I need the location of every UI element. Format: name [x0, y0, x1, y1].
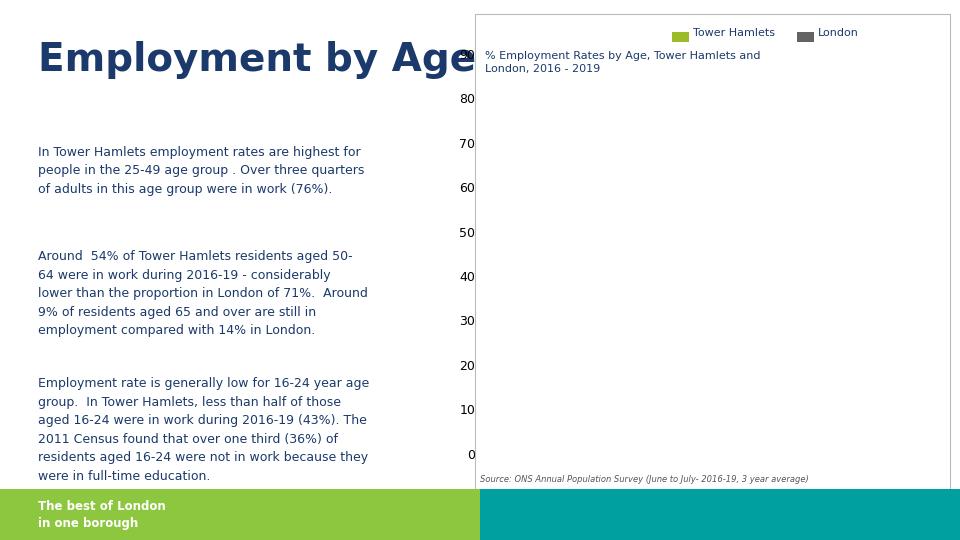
- Bar: [858, 414, 889, 454]
- Bar: [625, 254, 656, 454]
- Text: 54: 54: [778, 227, 793, 237]
- Text: 14: 14: [897, 405, 912, 415]
- Bar: [801, 138, 832, 454]
- Text: 71: 71: [808, 152, 825, 161]
- Text: 45: 45: [633, 267, 648, 277]
- Text: Employment rate is generally low for 16-24 year age
group.  In Tower Hamlets, le: Employment rate is generally low for 16-…: [38, 377, 370, 483]
- Bar: [712, 85, 744, 454]
- Bar: [682, 116, 712, 454]
- Text: 67: 67: [514, 170, 529, 179]
- Text: 74: 74: [544, 138, 560, 149]
- Text: Around  54% of Tower Hamlets residents aged 50-
64 were in work during 2016-19 -: Around 54% of Tower Hamlets residents ag…: [38, 250, 369, 337]
- Text: Employment by Age: Employment by Age: [38, 42, 476, 79]
- Bar: [506, 156, 537, 454]
- Text: Source: ONS Annual Population Survey (June to July- 2016-19, 3 year average): Source: ONS Annual Population Survey (Ju…: [480, 475, 808, 484]
- Text: In Tower Hamlets employment rates are highest for
people in the 25-49 age group : In Tower Hamlets employment rates are hi…: [38, 146, 365, 196]
- Text: The best of London
in one borough: The best of London in one borough: [38, 500, 166, 530]
- Bar: [537, 125, 567, 454]
- Text: % Employment Rates by Age, Tower Hamlets and
London, 2016 - 2019: % Employment Rates by Age, Tower Hamlets…: [485, 51, 760, 73]
- Text: London: London: [818, 28, 859, 38]
- Bar: [770, 214, 801, 454]
- Text: 83: 83: [721, 98, 736, 109]
- Text: Tower Hamlets: Tower Hamlets: [693, 28, 775, 38]
- Bar: [889, 392, 920, 454]
- Bar: [593, 262, 625, 454]
- Text: 43: 43: [601, 276, 617, 286]
- Text: 9: 9: [870, 427, 877, 437]
- Text: 76: 76: [689, 130, 706, 139]
